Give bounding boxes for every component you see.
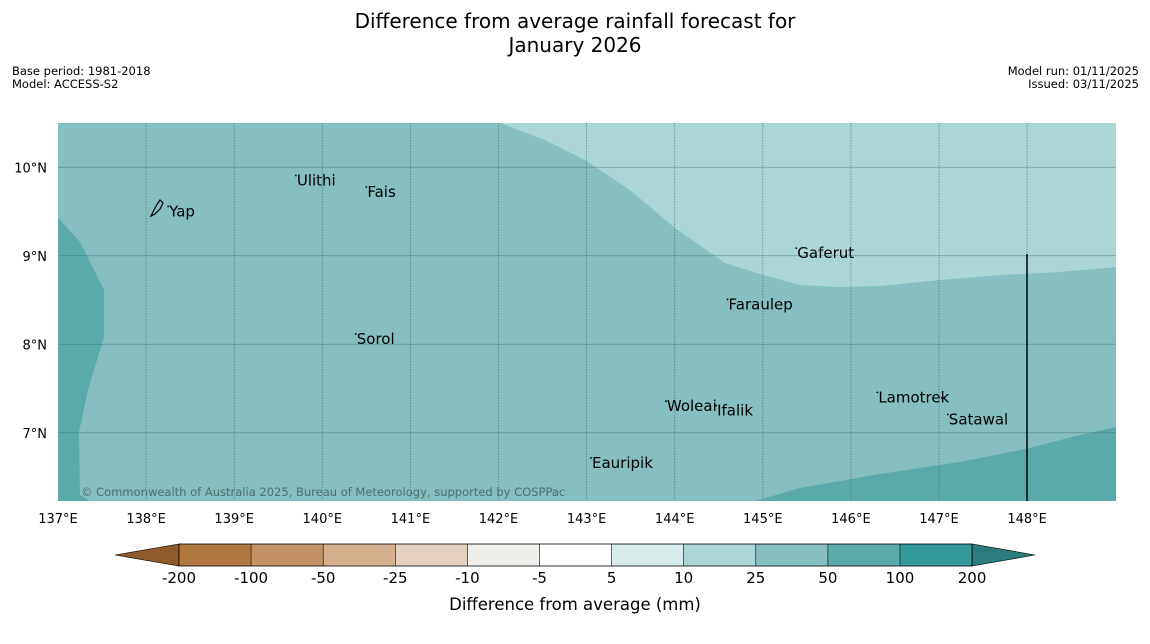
- colorbar-extend-high: [971, 543, 1036, 567]
- map-area: Yap Ulithi Fais Gaferut Faraulep Sorol Woleai I…: [58, 123, 1116, 501]
- place-label: Sorol: [357, 330, 395, 348]
- latitude-tick-label: 9°N: [23, 250, 48, 265]
- island-marker: [946, 413, 949, 416]
- latitude-tick-label: 7°N: [23, 427, 48, 442]
- latitude-labels: 10°N 9°N 8°N 7°N: [14, 161, 47, 442]
- colorbar-tick-label: -5: [532, 569, 547, 587]
- colorbar-swatch: [539, 544, 612, 566]
- colorbar-swatch: [467, 544, 540, 566]
- colorbar-tick-label: 50: [818, 569, 837, 587]
- island-marker: [294, 174, 297, 177]
- island-marker: [664, 400, 667, 403]
- colorbar-tick-label: -100: [234, 569, 268, 587]
- longitude-tick-label: 138°E: [126, 512, 166, 527]
- island-marker: [876, 391, 879, 394]
- place-label: Ifalik: [717, 402, 753, 420]
- colorbar-frame: [178, 543, 973, 567]
- island-marker: [715, 404, 718, 407]
- base-period-text: Base period: 1981-2018: [12, 64, 151, 78]
- place-label: Woleai: [667, 397, 717, 415]
- zone-50-100-mm-southeast: [755, 427, 1116, 501]
- longitude-tick-label: 137°E: [38, 512, 78, 527]
- colorbar-tick-label: 200: [958, 569, 987, 587]
- model-text: Model: ACCESS-S2: [12, 77, 119, 91]
- meta-right: Model run: 01/11/2025 Issued: 03/11/2025: [1008, 65, 1139, 91]
- island-marker: [941, 397, 943, 399]
- place-label: Faraulep: [729, 295, 793, 313]
- longitude-tick-label: 148°E: [1007, 512, 1047, 527]
- map-title: Difference from average rainfall forecas…: [0, 9, 1150, 57]
- colorbar-swatch: [395, 544, 468, 566]
- place-label: Eauripik: [592, 454, 653, 472]
- longitude-tick-label: 139°E: [214, 512, 254, 527]
- colorbar-swatch: [900, 544, 973, 566]
- place-label: Fais: [367, 183, 396, 201]
- colorbar-tick-label: -200: [162, 569, 196, 587]
- model-run-text: Model run: 01/11/2025: [1007, 64, 1139, 78]
- zone-10-25-mm: [500, 123, 1116, 287]
- latitude-tick-label: 10°N: [14, 161, 47, 176]
- island-marker: [795, 247, 798, 249]
- island-marker: [167, 205, 170, 208]
- longitude-tick-label: 144°E: [655, 512, 695, 527]
- island-marker: [590, 456, 592, 459]
- longitude-tick-label: 143°E: [567, 512, 607, 527]
- island-marker: [726, 298, 729, 301]
- place-label: Satawal: [949, 410, 1008, 428]
- longitude-labels: 137°E 138°E 139°E 140°E 141°E 142°E 143°E 144°E…: [38, 512, 1047, 527]
- place-label: Lamotrek: [878, 388, 949, 406]
- colorbar-swatch: [755, 544, 828, 566]
- colorbar-swatch: [683, 544, 756, 566]
- yap-island-outline: [149, 199, 164, 218]
- colorbar-tick-label: 25: [746, 569, 765, 587]
- colorbar-tick-label: 10: [674, 569, 693, 587]
- colorbar: -200 -100 -50 -25 -10 -5 5 10 25 50 100 200: [114, 543, 1036, 587]
- colorbar-swatch: [827, 544, 900, 566]
- zone-50-100-mm-west: [58, 123, 104, 501]
- copyright-text: © Commonwealth of Australia 2025, Bureau…: [81, 485, 565, 499]
- meta-left: Base period: 1981-2018 Model: ACCESS-S2: [12, 65, 151, 91]
- colorbar-tick-label: -25: [383, 569, 408, 587]
- longitude-tick-label: 145°E: [743, 512, 783, 527]
- longitude-tick-label: 147°E: [919, 512, 959, 527]
- longitude-tick-label: 141°E: [391, 512, 431, 527]
- colorbar-title: Difference from average (mm): [449, 595, 701, 614]
- island-marker: [365, 186, 368, 188]
- colorbar-swatch: [323, 544, 396, 566]
- island-marker: [354, 333, 357, 335]
- issued-text: Issued: 03/11/2025: [1028, 77, 1139, 91]
- colorbar-tick-label: 100: [886, 569, 915, 587]
- colorbar-tick-label: 5: [607, 569, 617, 587]
- colorbar-tick-label: -50: [311, 569, 336, 587]
- graticule: [58, 123, 1116, 501]
- colorbar-swatch: [611, 544, 684, 566]
- colorbar-swatch: [251, 544, 324, 566]
- longitude-tick-label: 146°E: [831, 512, 871, 527]
- place-label: Yap: [168, 203, 195, 221]
- title-line-1: Difference from average rainfall forecas…: [354, 9, 796, 33]
- place-labels: Yap Ulithi Fais Gaferut Faraulep Sorol Woleai I…: [167, 172, 1008, 472]
- colorbar-tick-label: -10: [455, 569, 480, 587]
- longitude-tick-label: 142°E: [479, 512, 519, 527]
- colorbar-extend-low: [114, 543, 180, 567]
- colorbar-swatch: [179, 544, 252, 566]
- place-label: Gaferut: [797, 244, 854, 262]
- place-label: Ulithi: [297, 172, 336, 190]
- latitude-tick-label: 8°N: [23, 338, 48, 353]
- title-line-2: January 2026: [508, 33, 642, 57]
- longitude-tick-label: 140°E: [303, 512, 343, 527]
